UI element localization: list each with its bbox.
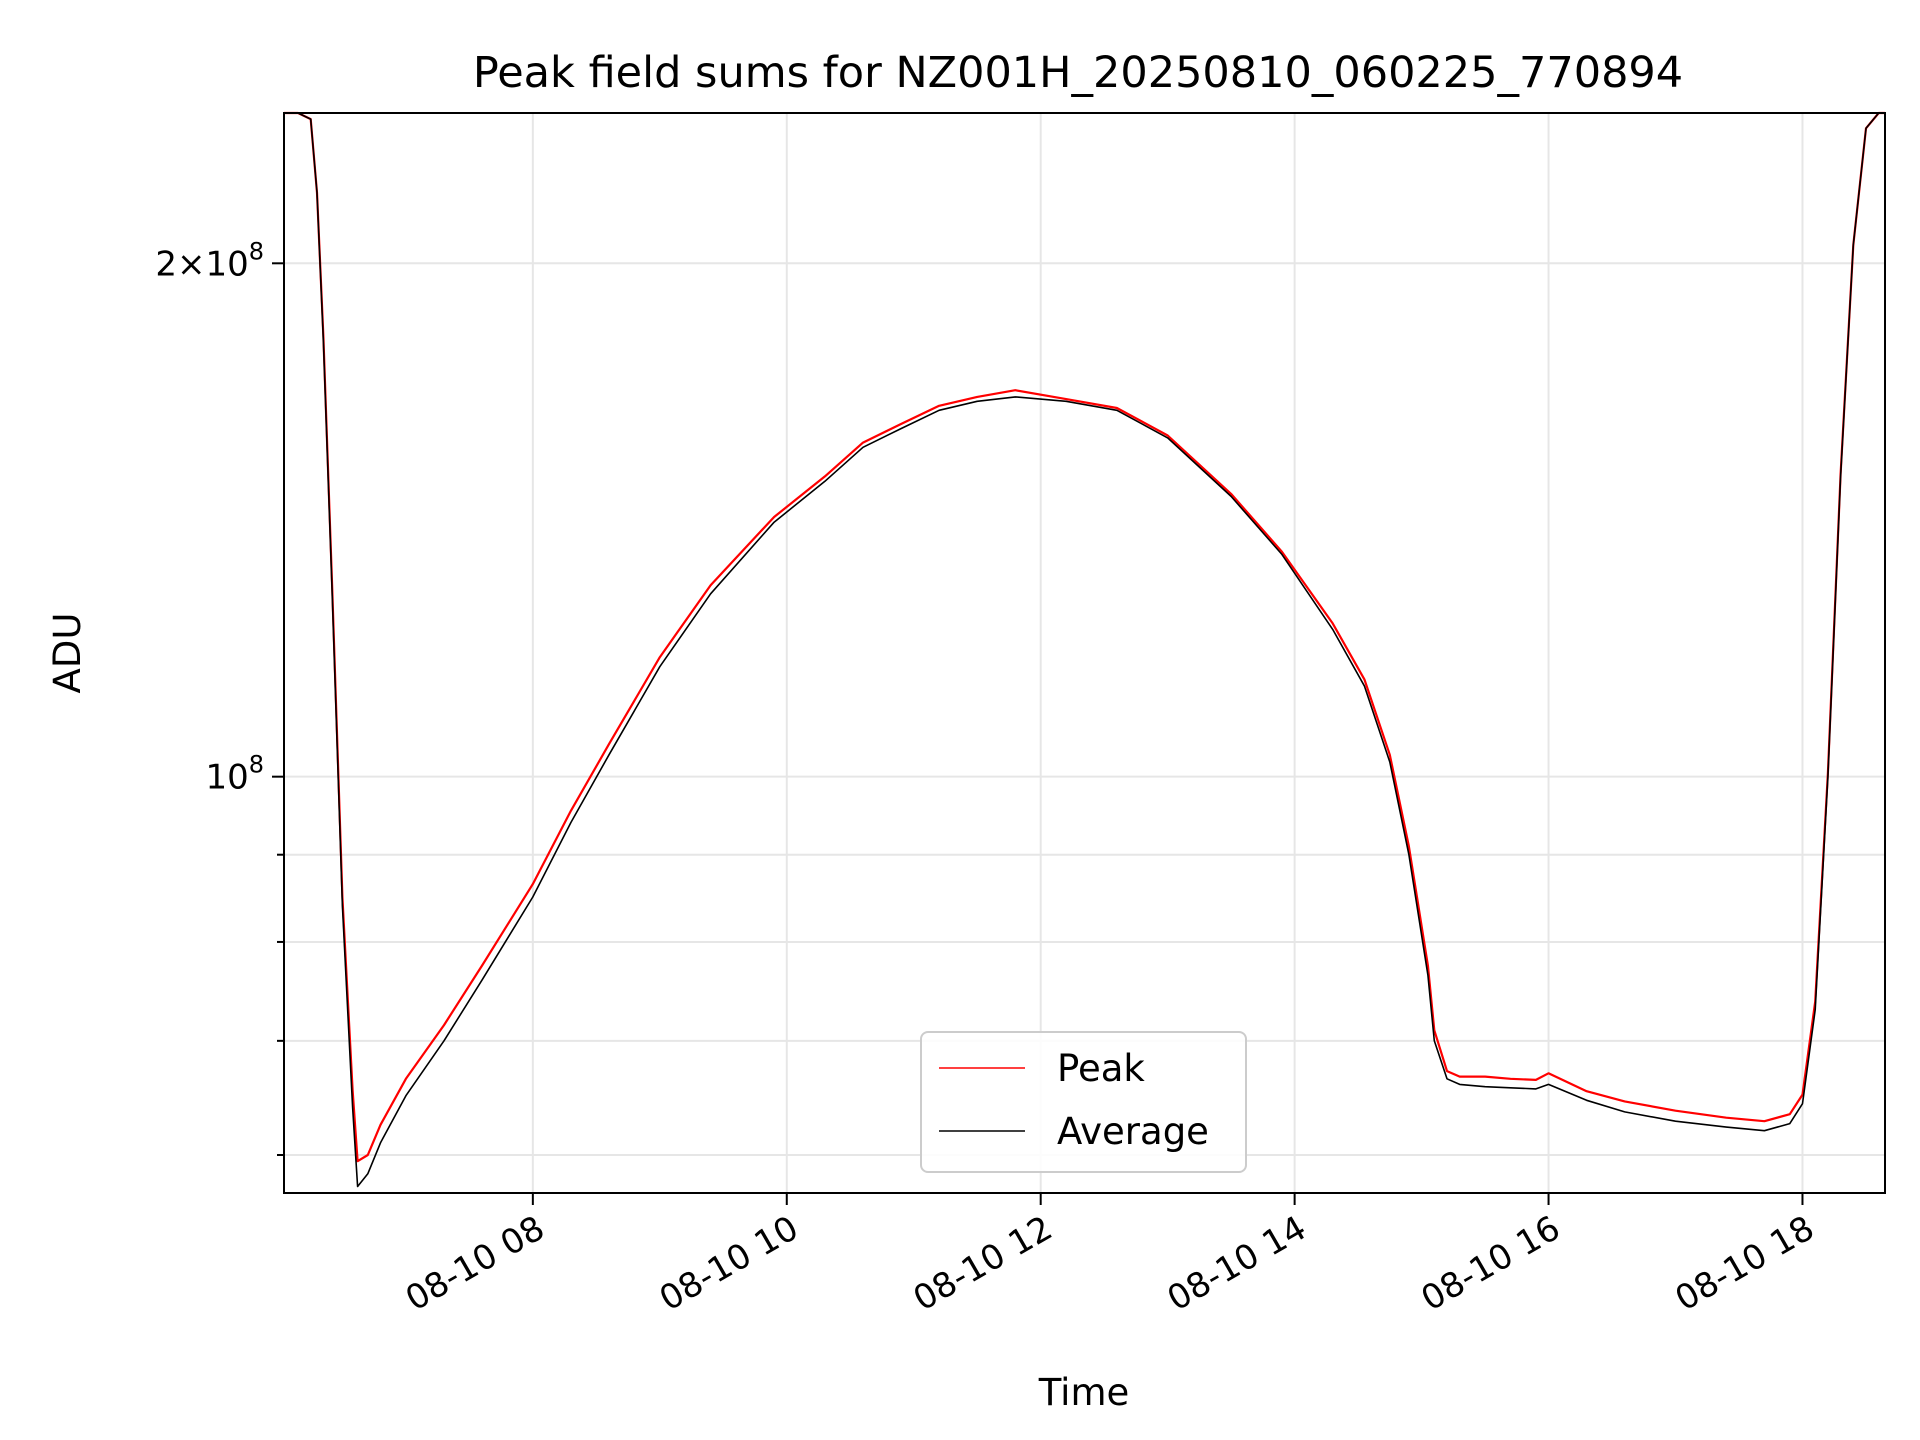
- plot-frame: [283, 112, 1886, 1194]
- legend-label-peak: Peak: [1057, 1047, 1145, 1090]
- y-axis-label: ADU: [46, 613, 89, 694]
- legend-label-average: Average: [1057, 1110, 1209, 1153]
- x-axis-label: Time: [1038, 1371, 1130, 1414]
- legend-box: [920, 1031, 1247, 1173]
- series-layer: [284, 111, 1885, 1188]
- plot-background: [284, 113, 1885, 1193]
- chart-title: Peak field sums for NZ001H_20250810_0602…: [473, 48, 1683, 98]
- y-tick-label: 2×108: [155, 237, 264, 284]
- y-axis-ticks: 2×108 108: [155, 237, 284, 1157]
- series-line-average: [284, 112, 1885, 1188]
- legend: Peak Average: [920, 1031, 1247, 1173]
- y-tick-label: 108: [205, 751, 264, 798]
- series-line-peak: [284, 111, 1885, 1163]
